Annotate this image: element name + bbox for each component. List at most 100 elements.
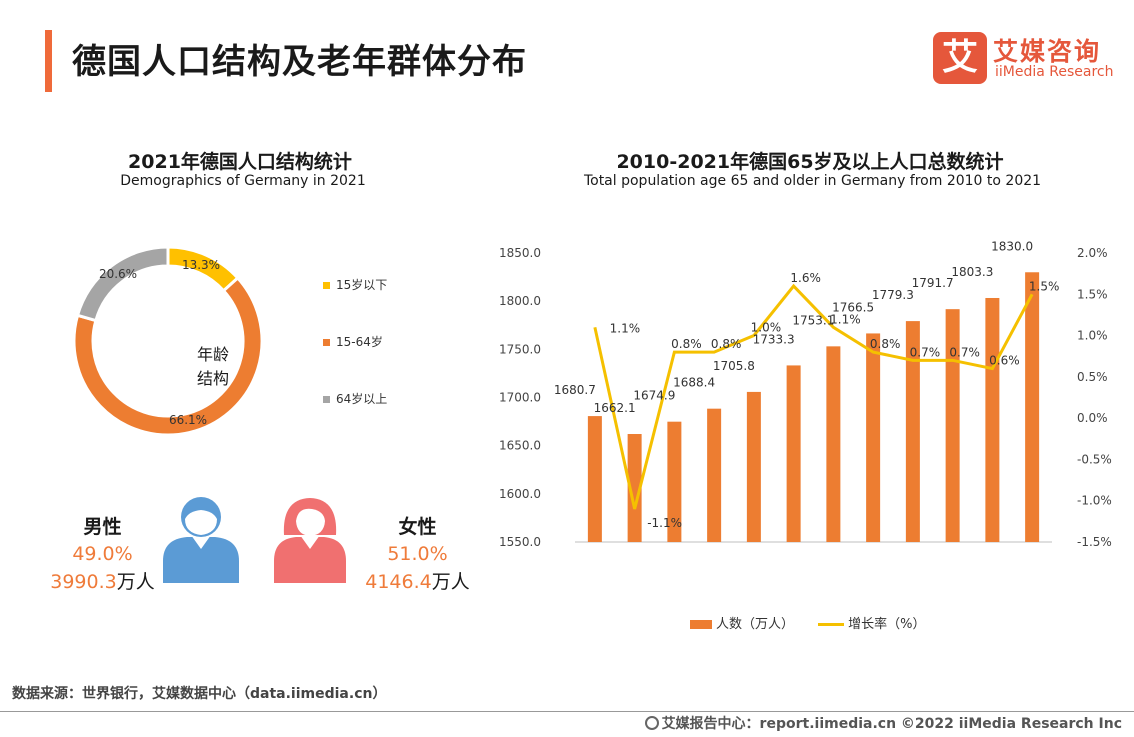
growth-rate-label: -1.1% — [647, 516, 682, 530]
female-count: 4146.4万人 — [350, 567, 485, 594]
growth-rate-label: 0.7% — [949, 345, 980, 359]
footer-divider — [0, 711, 1134, 712]
combo-chart: 1550.0 1600.0 1650.0 1700.0 1750.0 1800.0 1850… — [499, 239, 1112, 549]
population-bar-label: 1779.3 — [872, 288, 914, 302]
male-person-icon — [163, 497, 239, 583]
population-bar — [667, 421, 682, 542]
growth-rate-label: 0.8% — [671, 337, 702, 351]
population-bar — [1025, 272, 1040, 542]
donut-center-label: 年龄 — [197, 345, 229, 364]
population-bar — [905, 321, 920, 542]
population-bar — [826, 346, 841, 542]
male-percent: 49.0% — [72, 543, 133, 565]
female-percent: 51.0% — [387, 543, 448, 565]
population-bar-label: 1662.1 — [594, 401, 636, 415]
legend-swatch-line — [818, 623, 845, 626]
right-axis-tick: -1.0% — [1077, 494, 1112, 508]
male-stats: 男性 49.0% 3990.3万人 — [40, 512, 165, 594]
population-bar-label: 1680.7 — [554, 383, 596, 397]
male-count: 3990.3万人 — [40, 567, 165, 594]
donut-legend-label: 15-64岁 — [336, 334, 383, 349]
title-accent-bar — [45, 30, 52, 92]
donut-legend-swatch — [323, 282, 330, 289]
combo-legend: 人数（万人） 增长率（%） — [690, 613, 926, 632]
donut-legend-swatch — [323, 339, 330, 346]
donut-slice-label: 66.1% — [169, 413, 207, 427]
bar-chart-subtitle: Total population age 65 and older in Ger… — [583, 173, 1042, 189]
donut-subtitle: Demographics of Germany in 2021 — [120, 173, 366, 189]
male-label: 男性 — [83, 516, 122, 538]
population-bar — [945, 309, 960, 542]
population-bar-label: 1688.4 — [673, 376, 715, 390]
donut-center-label: 结构 — [197, 369, 229, 388]
donut-legend-label: 15岁以下 — [336, 277, 387, 292]
right-axis-tick: 0.0% — [1077, 411, 1108, 425]
right-axis-tick: 1.0% — [1077, 329, 1108, 343]
growth-rate-label: 1.1% — [610, 321, 641, 335]
donut-slice — [75, 245, 170, 323]
population-bar — [746, 391, 761, 542]
donut-slice-label: 13.3% — [182, 258, 220, 272]
iimedia-logo: 艾 艾媒咨询 iiMedia Research — [933, 30, 1123, 86]
population-bar — [985, 297, 1000, 542]
right-axis-tick: 2.0% — [1077, 246, 1108, 260]
donut-legend-label: 64岁以上 — [336, 391, 387, 406]
population-bar-label: 1791.7 — [912, 276, 954, 290]
population-bar — [866, 333, 881, 542]
female-count-unit: 万人 — [431, 571, 470, 593]
legend-label-line: 增长率（%） — [848, 617, 926, 632]
right-axis-tick: 0.5% — [1077, 370, 1108, 384]
right-axis-tick: -1.5% — [1077, 535, 1112, 549]
legend-label-bar: 人数（万人） — [716, 617, 795, 632]
population-bar-label: 1753.1 — [792, 313, 834, 327]
donut-slice — [72, 275, 264, 437]
population-bar-label: 1803.3 — [951, 265, 993, 279]
left-axis-tick: 1600.0 — [499, 487, 541, 501]
donut-slice-label: 20.6% — [99, 267, 137, 281]
footer-text: 艾媒报告中心：report.iimedia.cn ©2022 iiMedia R… — [661, 716, 1122, 732]
globe-icon — [644, 716, 659, 730]
left-axis-tick: 1650.0 — [499, 439, 541, 453]
growth-rate-label: 0.6% — [989, 354, 1020, 368]
logo-cn-text: 艾媒咨询 — [993, 37, 1102, 66]
logo-en-text: iiMedia Research — [995, 64, 1114, 80]
population-bar-label: 1674.9 — [633, 389, 675, 403]
growth-rate-label: 1.5% — [1029, 279, 1060, 293]
logo-mark: 艾 — [933, 32, 987, 84]
population-bar-label: 1830.0 — [991, 239, 1033, 253]
population-bar-label: 1733.3 — [753, 332, 795, 346]
left-axis-tick: 1800.0 — [499, 294, 541, 308]
population-bar — [707, 408, 722, 542]
data-source: 数据来源：世界银行，艾媒数据中心（data.iimedia.cn） — [12, 686, 387, 702]
growth-rate-label: 1.1% — [830, 312, 861, 326]
female-label: 女性 — [398, 516, 437, 538]
population-bar-label: 1705.8 — [713, 359, 755, 373]
left-axis-tick: 1750.0 — [499, 342, 541, 356]
growth-rate-label: 1.6% — [790, 271, 821, 285]
growth-rate-label: 0.8% — [711, 337, 742, 351]
population-bar-label: 1766.5 — [832, 300, 874, 314]
donut-title: 2021年德国人口结构统计 — [128, 151, 352, 173]
left-axis-tick: 1550.0 — [499, 535, 541, 549]
female-count-number: 4146.4 — [365, 571, 432, 593]
population-bar — [587, 416, 602, 542]
male-count-unit: 万人 — [116, 571, 155, 593]
right-axis-tick: -0.5% — [1077, 452, 1112, 466]
growth-rate-label: 0.8% — [870, 337, 901, 351]
footer-credit: 艾媒报告中心：report.iimedia.cn ©2022 iiMedia R… — [644, 713, 1122, 733]
bar-chart-title: 2010-2021年德国65岁及以上人口总数统计 — [616, 151, 1004, 173]
legend-swatch-bar — [690, 620, 712, 629]
population-bar — [786, 365, 801, 542]
female-person-icon — [274, 498, 346, 583]
growth-rate-line — [593, 283, 1034, 510]
female-stats: 女性 51.0% 4146.4万人 — [350, 512, 485, 594]
page-title: 德国人口结构及老年群体分布 — [72, 42, 527, 82]
growth-rate-label: 1.0% — [751, 321, 782, 335]
donut-legend-swatch — [323, 396, 330, 403]
male-count-number: 3990.3 — [50, 571, 117, 593]
growth-rate-label: 0.7% — [910, 345, 941, 359]
left-axis-tick: 1850.0 — [499, 246, 541, 260]
population-bar — [627, 434, 642, 542]
left-axis-tick: 1700.0 — [499, 391, 541, 405]
